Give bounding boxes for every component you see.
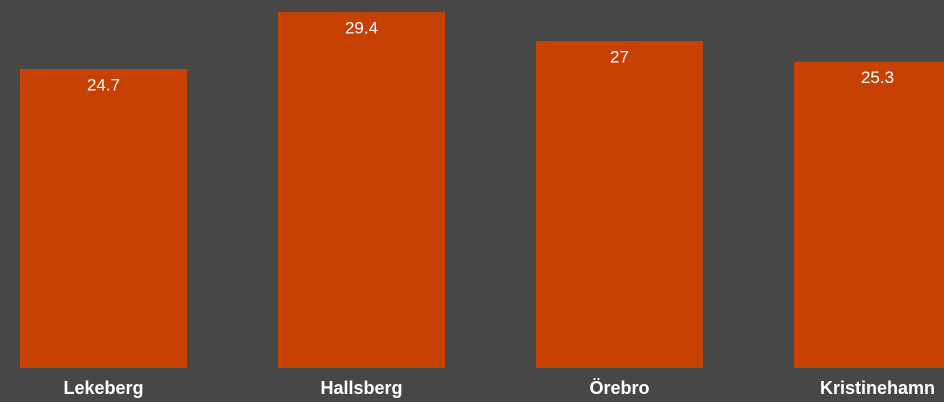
x-tick-label: Örebro: [589, 378, 649, 398]
value-label: 24.7: [87, 75, 120, 94]
bar: [20, 69, 187, 368]
value-label: 29.4: [345, 19, 378, 38]
x-tick-label: Hallsberg: [320, 378, 402, 398]
bar: [536, 41, 703, 368]
x-tick-label: Lekeberg: [63, 378, 143, 398]
bar: [794, 61, 944, 368]
value-label: 27: [610, 48, 629, 67]
bar: [278, 12, 445, 369]
value-label: 25.3: [861, 68, 894, 87]
x-tick-label: Kristinehamn: [820, 378, 935, 398]
